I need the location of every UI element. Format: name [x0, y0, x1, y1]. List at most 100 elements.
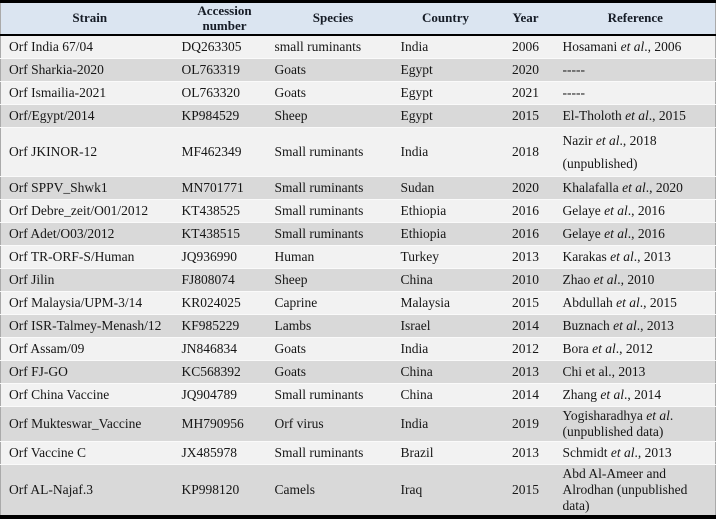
accession-cell: KR024025	[181, 295, 241, 310]
accession-cell: MN701771	[181, 180, 244, 195]
year-cell: 2019	[512, 416, 539, 431]
species-cell: Goats	[274, 364, 307, 379]
species-cell: Goats	[274, 85, 307, 100]
strain-cell: Orf Mukteswar_Vaccine	[9, 416, 142, 431]
reference-cell: Bora et al., 2012	[562, 341, 653, 356]
reference-cell: Gelaye et al., 2016	[562, 203, 665, 218]
country-cell: Egypt	[400, 108, 433, 123]
country-cell: Malaysia	[400, 295, 451, 310]
year-cell: 2006	[512, 39, 539, 54]
reference-cell: Abd Al-Ameer and Alrodhan (unpublished d…	[562, 466, 688, 513]
table-row: Orf China Vaccine JQ904789 Small ruminan…	[0, 383, 716, 407]
table-row: Orf Mukteswar_Vaccine MH790956 Orf virus…	[0, 406, 716, 442]
country-cell: India	[400, 144, 429, 159]
reference-cell: Zhang et al., 2014	[562, 387, 662, 402]
year-cell: 2012	[512, 341, 539, 356]
species-cell: Small ruminants	[274, 445, 364, 460]
strain-cell: Orf AL-Najaf.3	[9, 482, 93, 497]
species-cell: Sheep	[274, 272, 308, 287]
col-header-reference: Reference	[607, 10, 663, 26]
header-row: Strain Accession number Species Country …	[0, 1, 716, 35]
reference-cell: Yogisharadhya et al. (unpublished data)	[562, 408, 674, 439]
year-cell: 2015	[512, 482, 539, 497]
country-cell: Turkey	[400, 249, 440, 264]
reference-cell: Abdullah et al., 2015	[562, 295, 677, 310]
table-row: Orf JKINOR-12 MF462349 Small ruminants I…	[0, 127, 716, 177]
strain-cell: Orf Jilin	[9, 272, 55, 287]
country-cell: Ethiopia	[400, 203, 447, 218]
strain-cell: Orf Debre_zeit/O01/2012	[9, 203, 149, 218]
col-header-country: Country	[422, 10, 469, 26]
strain-cell: Orf/Egypt/2014	[9, 108, 95, 123]
reference-cell: Hosamani et al., 2006	[562, 39, 682, 54]
year-cell: 2013	[512, 364, 539, 379]
year-cell: 2014	[512, 387, 539, 402]
accession-cell: OL763319	[181, 62, 241, 77]
table-row: Orf SPPV_Shwk1 MN701771 Small ruminants …	[0, 176, 716, 200]
col-header-accession: Accession number	[197, 3, 252, 33]
accession-cell: JQ936990	[181, 249, 238, 264]
table-row: Orf FJ-GO KC568392 Goats China 2013 Chi …	[0, 360, 716, 384]
reference-cell: Nazir et al., 2018 (unpublished)	[562, 133, 657, 171]
strain-cell: Orf Assam/09	[9, 341, 85, 356]
table-row: Orf Malaysia/UPM-3/14 KR024025 Caprine M…	[0, 291, 716, 315]
species-cell: Sheep	[274, 108, 308, 123]
year-cell: 2013	[512, 249, 539, 264]
country-cell: Ethiopia	[400, 226, 447, 241]
table-row: Orf Debre_zeit/O01/2012 KT438525 Small r…	[0, 199, 716, 223]
table-row: Orf India 67/04 DQ263305 small ruminants…	[0, 35, 716, 59]
year-cell: 2015	[512, 108, 539, 123]
year-cell: 2010	[512, 272, 539, 287]
species-cell: Lambs	[274, 318, 312, 333]
strain-cell: Orf India 67/04	[9, 39, 93, 54]
accession-cell: DQ263305	[181, 39, 242, 54]
table-row: Orf Sharkia-2020 OL763319 Goats Egypt 20…	[0, 58, 716, 82]
accession-cell: KP998120	[181, 482, 240, 497]
strain-cell: Orf SPPV_Shwk1	[9, 180, 108, 195]
species-cell: Small ruminants	[274, 387, 364, 402]
country-cell: China	[400, 272, 433, 287]
table-row: Orf Ismailia-2021 OL763320 Goats Egypt 2…	[0, 81, 716, 105]
country-cell: China	[400, 387, 433, 402]
country-cell: India	[400, 39, 429, 54]
accession-cell: FJ808074	[181, 272, 235, 287]
strain-cell: Orf Malaysia/UPM-3/14	[9, 295, 143, 310]
accession-cell: KC568392	[181, 364, 241, 379]
year-cell: 2021	[512, 85, 539, 100]
reference-cell: Buznach et al., 2013	[562, 318, 674, 333]
country-cell: Sudan	[400, 180, 435, 195]
reference-cell: El-Tholoth et al., 2015	[562, 108, 686, 123]
species-cell: Caprine	[274, 295, 318, 310]
country-cell: Iraq	[400, 482, 423, 497]
country-cell: Israel	[400, 318, 431, 333]
country-cell: Brazil	[400, 445, 434, 460]
year-cell: 2015	[512, 295, 539, 310]
table-row: Orf Jilin FJ808074 Sheep China 2010 Zhao…	[0, 268, 716, 292]
reference-cell: Schmidt et al., 2013	[562, 445, 672, 460]
species-cell: Goats	[274, 62, 307, 77]
table-row: Orf ISR-Talmey-Menash/12 KF985229 Lambs …	[0, 314, 716, 338]
reference-cell: -----	[562, 85, 585, 100]
strain-cell: Orf Sharkia-2020	[9, 62, 104, 77]
reference-cell: Karakas et al., 2013	[562, 249, 671, 264]
species-cell: Small ruminants	[274, 144, 364, 159]
year-cell: 2018	[512, 144, 539, 159]
species-cell: small ruminants	[274, 39, 362, 54]
table-row: Orf Assam/09 JN846834 Goats India 2012 B…	[0, 337, 716, 361]
strain-cell: Orf ISR-Talmey-Menash/12	[9, 318, 162, 333]
accession-cell: KF985229	[181, 318, 240, 333]
accession-cell: MF462349	[181, 144, 242, 159]
table-row: Orf TR-ORF-S/Human JQ936990 Human Turkey…	[0, 245, 716, 269]
table-row: Orf Adet/O03/2012 KT438515 Small ruminan…	[0, 222, 716, 246]
reference-cell: Khalafalla et al., 2020	[562, 180, 683, 195]
accession-cell: JN846834	[181, 341, 238, 356]
year-cell: 2020	[512, 62, 539, 77]
strain-cell: Orf Adet/O03/2012	[9, 226, 115, 241]
strain-cell: Orf TR-ORF-S/Human	[9, 249, 135, 264]
reference-cell: Zhao et al., 2010	[562, 272, 655, 287]
accession-cell: OL763320	[181, 85, 241, 100]
table-row: Orf Vaccine C JX485978 Small ruminants B…	[0, 441, 716, 465]
table-header: Strain Accession number Species Country …	[0, 1, 716, 35]
year-cell: 2013	[512, 445, 539, 460]
